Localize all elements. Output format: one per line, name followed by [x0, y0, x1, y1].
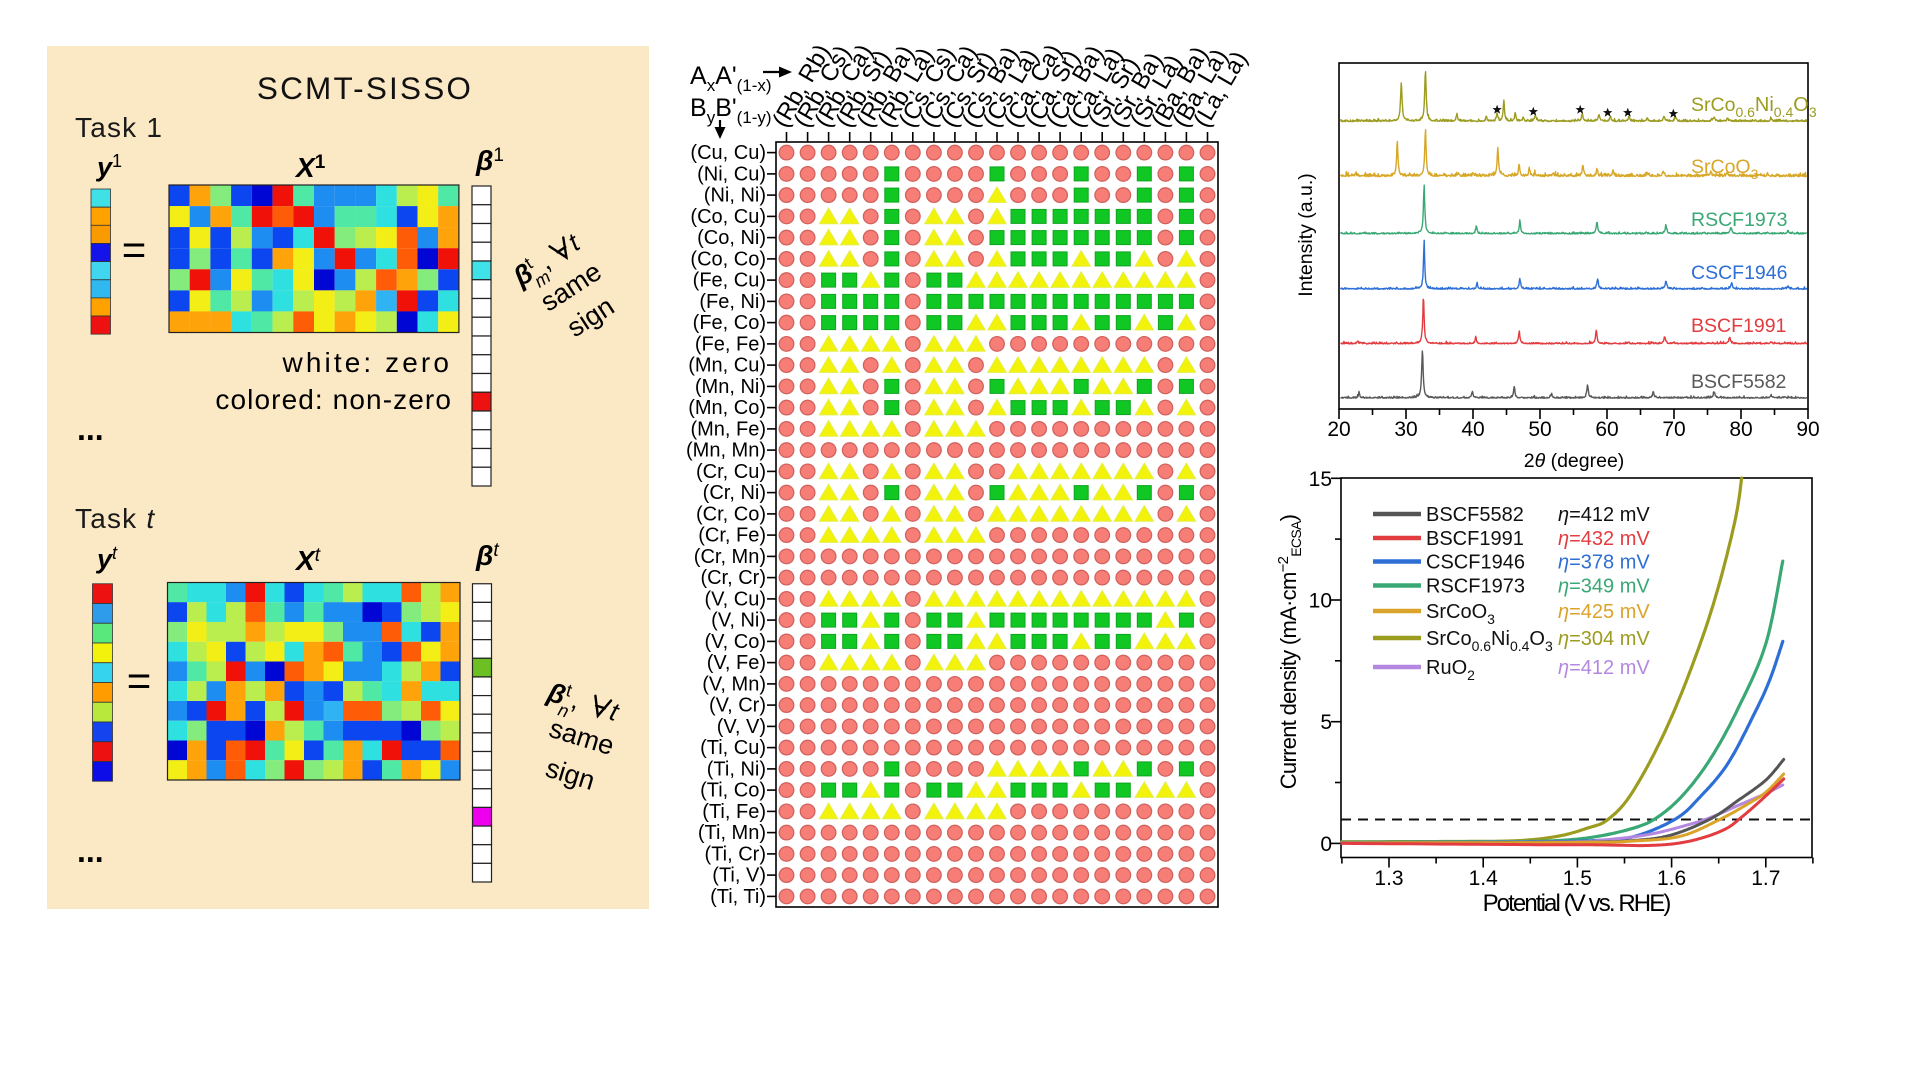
svg-text:(Cr, Mn): (Cr, Mn) — [694, 546, 766, 568]
svg-text:(V, Cr): (V, Cr) — [709, 695, 766, 717]
svg-text:Potential (V vs. RHE): Potential (V vs. RHE) — [1483, 890, 1671, 917]
svg-text:(Mn, Ni): (Mn, Ni) — [695, 376, 766, 398]
svg-text:5: 5 — [1320, 711, 1332, 734]
svg-text:Task t: Task t — [75, 503, 155, 534]
svg-text:(Co, Ni): (Co, Ni) — [697, 227, 766, 249]
svg-text:1.6: 1.6 — [1657, 867, 1686, 890]
svg-text:=: = — [127, 657, 152, 704]
svg-text:BSCF5582: BSCF5582 — [1691, 371, 1786, 393]
svg-text:SCMT-SISSO: SCMT-SISSO — [257, 70, 473, 106]
svg-text:AxA'(1-x): AxA'(1-x) — [690, 62, 772, 95]
svg-text:(Mn, Cu): (Mn, Cu) — [688, 355, 766, 377]
svg-text:ByB'(1-y): ByB'(1-y) — [690, 94, 772, 127]
svg-text:1.7: 1.7 — [1751, 867, 1780, 890]
svg-text:η=349 mV: η=349 mV — [1558, 576, 1650, 598]
svg-text:2θ (degree): 2θ (degree) — [1524, 450, 1625, 472]
svg-text:(V, Ni): (V, Ni) — [711, 610, 766, 632]
svg-text:(Fe, Co): (Fe, Co) — [693, 312, 766, 334]
svg-text:(Ti, Ti): (Ti, Ti) — [710, 886, 766, 908]
svg-text:(Ti, Cr): (Ti, Cr) — [705, 843, 766, 865]
svg-text:(Co, Co): (Co, Co) — [690, 248, 766, 270]
svg-text:(Cr, Fe): (Cr, Fe) — [698, 525, 766, 547]
svg-text:=: = — [122, 226, 147, 273]
svg-text:(Ti, Ni): (Ti, Ni) — [707, 758, 766, 780]
svg-text:(Ni, Cu): (Ni, Cu) — [697, 163, 766, 185]
svg-text:(Mn, Co): (Mn, Co) — [688, 397, 766, 419]
svg-text:80: 80 — [1729, 418, 1752, 441]
svg-text:(Ti, Fe): (Ti, Fe) — [702, 801, 766, 823]
svg-text:RSCF1973: RSCF1973 — [1691, 209, 1787, 231]
svg-text:RuO2: RuO2 — [1426, 657, 1475, 683]
svg-text:(Fe, Ni): (Fe, Ni) — [699, 291, 766, 313]
svg-text:CSCF1946: CSCF1946 — [1691, 262, 1787, 284]
svg-text:(Mn, Mn): (Mn, Mn) — [686, 440, 766, 462]
svg-text:(Ti, Cu): (Ti, Cu) — [700, 737, 766, 759]
svg-text:...: ... — [77, 833, 104, 869]
svg-text:30: 30 — [1394, 418, 1417, 441]
svg-text:(V, Mn): (V, Mn) — [702, 673, 766, 695]
svg-text:colored: non-zero: colored: non-zero — [215, 384, 452, 415]
svg-text:η=412 mV: η=412 mV — [1558, 657, 1650, 679]
svg-text:(V, Fe): (V, Fe) — [707, 652, 766, 674]
svg-text:(Ni, Ni): (Ni, Ni) — [704, 185, 766, 207]
svg-text:(Cr, Co): (Cr, Co) — [696, 503, 766, 525]
svg-text:(Cr, Cr): (Cr, Cr) — [700, 567, 766, 589]
svg-text:(V, V): (V, V) — [717, 716, 766, 738]
svg-text:15: 15 — [1309, 468, 1332, 491]
svg-text:60: 60 — [1595, 418, 1618, 441]
svg-text:10: 10 — [1309, 590, 1332, 613]
svg-text:(Fe, Fe): (Fe, Fe) — [695, 333, 766, 355]
svg-text:BSCF1991: BSCF1991 — [1691, 315, 1786, 337]
svg-text:Current density (mA·cm−2ECSA): Current density (mA·cm−2ECSA) — [1275, 515, 1304, 790]
svg-text:90: 90 — [1796, 418, 1819, 441]
svg-text:BSCF5582: BSCF5582 — [1426, 504, 1524, 526]
svg-text:(Mn, Fe): (Mn, Fe) — [690, 418, 766, 440]
svg-text:(Fe, Cu): (Fe, Cu) — [693, 270, 766, 292]
svg-text:...: ... — [77, 411, 104, 447]
svg-text:1.5: 1.5 — [1563, 867, 1592, 890]
svg-text:(Cr, Cu): (Cr, Cu) — [696, 461, 766, 483]
svg-text:BSCF1991: BSCF1991 — [1426, 528, 1524, 550]
svg-text:white: zero: white: zero — [282, 347, 453, 378]
svg-text:(Co, Cu): (Co, Cu) — [690, 206, 766, 228]
svg-text:η=425 mV: η=425 mV — [1558, 601, 1650, 623]
svg-text:0: 0 — [1320, 833, 1332, 856]
svg-text:η=378 mV: η=378 mV — [1558, 552, 1650, 574]
svg-text:70: 70 — [1662, 418, 1685, 441]
svg-text:SrCoO3: SrCoO3 — [1691, 156, 1759, 182]
svg-text:RSCF1973: RSCF1973 — [1426, 576, 1525, 598]
svg-text:1.3: 1.3 — [1374, 867, 1403, 890]
svg-text:CSCF1946: CSCF1946 — [1426, 552, 1525, 574]
svg-text:η=432 mV: η=432 mV — [1558, 528, 1650, 550]
svg-text:(V, Cu): (V, Cu) — [704, 588, 766, 610]
svg-text:(Cu, Cu): (Cu, Cu) — [690, 142, 766, 164]
svg-text:(Ti, Mn): (Ti, Mn) — [698, 822, 766, 844]
svg-text:50: 50 — [1528, 418, 1551, 441]
svg-text:η=412 mV: η=412 mV — [1558, 504, 1650, 526]
svg-text:η=304 mV: η=304 mV — [1558, 628, 1650, 650]
svg-text:1.4: 1.4 — [1469, 867, 1499, 890]
svg-text:SrCoO3: SrCoO3 — [1426, 601, 1495, 627]
svg-text:(Cr, Ni): (Cr, Ni) — [703, 482, 766, 504]
svg-text:Task 1: Task 1 — [75, 112, 163, 143]
svg-text:(V, Co): (V, Co) — [704, 631, 766, 653]
svg-text:40: 40 — [1461, 418, 1484, 441]
svg-text:Intensity (a.u.): Intensity (a.u.) — [1295, 173, 1317, 297]
svg-text:20: 20 — [1327, 418, 1350, 441]
svg-text:(Ti, Co): (Ti, Co) — [700, 780, 766, 802]
svg-text:SrCo0.6Ni0.4O3: SrCo0.6Ni0.4O3 — [1691, 94, 1817, 120]
svg-text:(Ti, V): (Ti, V) — [712, 865, 766, 887]
